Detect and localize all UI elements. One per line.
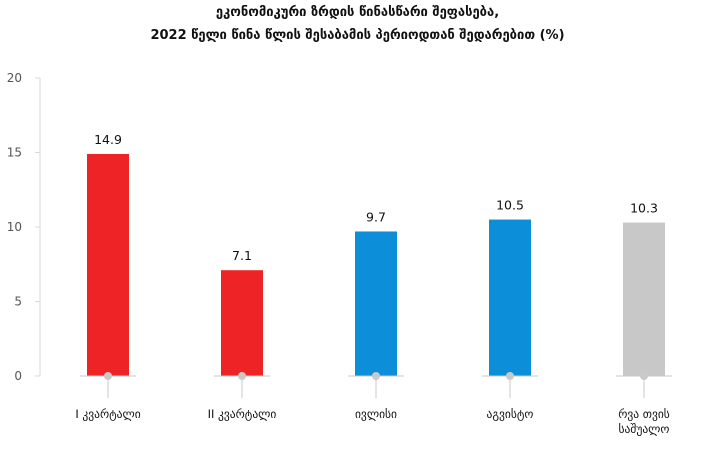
data-label: 14.9: [94, 132, 122, 147]
y-tick-label: 10: [7, 220, 22, 234]
category-label: აგვისტო: [487, 407, 534, 421]
bar: [221, 270, 263, 376]
category-label: საშუალო: [619, 422, 670, 436]
x-tick-dot: [238, 372, 246, 380]
bar: [489, 219, 531, 376]
bar: [623, 222, 665, 376]
x-tick-dot: [640, 372, 648, 380]
bar: [87, 153, 129, 376]
category-label: ივლისი: [355, 407, 397, 421]
bar: [355, 231, 397, 376]
y-tick-label: 15: [7, 146, 22, 160]
y-tick-label: 0: [14, 369, 22, 383]
x-tick-dot: [506, 372, 514, 380]
y-tick-label: 5: [14, 295, 22, 309]
x-tick-dot: [372, 372, 380, 380]
data-label: 9.7: [366, 209, 386, 224]
data-label: 10.3: [630, 201, 658, 216]
chart-title-line-2: 2022 წელი წინა წლის შესაბამის პერიოდთან …: [150, 28, 565, 43]
category-label: რვა თვის: [618, 407, 670, 421]
data-label: 10.5: [496, 198, 524, 213]
data-label: 7.1: [232, 248, 252, 263]
category-label: I კვარტალი: [75, 407, 140, 421]
chart-title-line-1: ეკონომიკური ზრდის წინასწარი შეფასება,: [215, 5, 500, 20]
category-label: II კვარტალი: [208, 407, 277, 421]
y-tick-label: 20: [7, 71, 22, 85]
x-tick-dot: [104, 372, 112, 380]
